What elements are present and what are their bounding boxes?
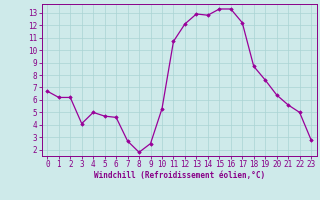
X-axis label: Windchill (Refroidissement éolien,°C): Windchill (Refroidissement éolien,°C): [94, 171, 265, 180]
